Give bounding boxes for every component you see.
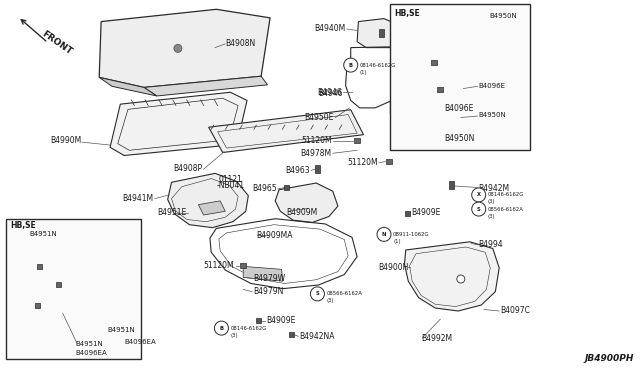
Text: B4965: B4965 bbox=[252, 185, 276, 193]
Text: 51120M: 51120M bbox=[301, 136, 332, 145]
Text: B4941M: B4941M bbox=[122, 194, 154, 203]
Circle shape bbox=[174, 44, 182, 52]
Polygon shape bbox=[144, 76, 268, 96]
Text: B4951N: B4951N bbox=[29, 231, 57, 237]
Text: B4951N: B4951N bbox=[108, 327, 135, 333]
Bar bbox=[437, 87, 444, 92]
Text: FRONT: FRONT bbox=[40, 29, 73, 57]
Polygon shape bbox=[209, 110, 364, 153]
Polygon shape bbox=[275, 183, 338, 222]
Text: B4909E: B4909E bbox=[266, 316, 296, 325]
Circle shape bbox=[377, 227, 391, 241]
Text: 08146-6162G: 08146-6162G bbox=[360, 62, 396, 68]
Text: B4950E: B4950E bbox=[305, 113, 334, 122]
Bar bbox=[431, 60, 437, 65]
Text: 51120M: 51120M bbox=[204, 261, 234, 270]
Circle shape bbox=[214, 321, 228, 335]
Text: HB,SE: HB,SE bbox=[10, 221, 36, 230]
Bar bbox=[56, 282, 61, 288]
Text: JB4900PH: JB4900PH bbox=[584, 354, 634, 363]
Bar bbox=[404, 211, 410, 216]
Text: B4946: B4946 bbox=[317, 88, 342, 97]
Text: B4900H: B4900H bbox=[378, 263, 408, 272]
Text: 08146-6162G: 08146-6162G bbox=[488, 192, 524, 198]
Polygon shape bbox=[404, 242, 499, 311]
Polygon shape bbox=[243, 266, 283, 281]
Circle shape bbox=[310, 287, 324, 301]
Polygon shape bbox=[99, 9, 270, 87]
Text: 08566-6162A: 08566-6162A bbox=[326, 291, 362, 296]
Text: 01121: 01121 bbox=[218, 175, 243, 184]
Text: B4096EA: B4096EA bbox=[76, 350, 108, 356]
Bar bbox=[315, 165, 320, 173]
Text: 08566-6162A: 08566-6162A bbox=[488, 206, 524, 212]
Text: B4992M: B4992M bbox=[421, 334, 452, 343]
Text: B4951N: B4951N bbox=[76, 341, 103, 347]
Text: B4096E: B4096E bbox=[444, 104, 474, 113]
Text: B4942M: B4942M bbox=[479, 184, 510, 193]
Bar bbox=[449, 181, 454, 189]
Text: S: S bbox=[477, 206, 481, 212]
Text: B4097C: B4097C bbox=[500, 307, 531, 315]
Polygon shape bbox=[357, 19, 402, 48]
Bar bbox=[386, 159, 392, 164]
Text: -NB041: -NB041 bbox=[216, 182, 244, 190]
Text: (1): (1) bbox=[360, 70, 367, 75]
Text: (1): (1) bbox=[393, 239, 401, 244]
Text: S: S bbox=[316, 291, 319, 296]
Polygon shape bbox=[99, 77, 157, 96]
Polygon shape bbox=[198, 201, 225, 215]
Circle shape bbox=[457, 275, 465, 283]
Circle shape bbox=[344, 58, 358, 72]
Text: B4909M: B4909M bbox=[287, 208, 318, 217]
Polygon shape bbox=[37, 286, 73, 301]
Bar bbox=[354, 138, 360, 143]
Text: B4990M: B4990M bbox=[51, 136, 82, 145]
Text: HB,SE: HB,SE bbox=[394, 9, 420, 18]
Text: X: X bbox=[477, 192, 481, 198]
Text: (3): (3) bbox=[230, 333, 238, 338]
Text: B4942NA: B4942NA bbox=[300, 332, 335, 341]
Bar bbox=[35, 302, 40, 308]
Text: B4909MA: B4909MA bbox=[256, 231, 292, 240]
Text: B4946: B4946 bbox=[319, 89, 343, 98]
Text: B4950N: B4950N bbox=[490, 13, 517, 19]
Text: B4963: B4963 bbox=[285, 166, 310, 175]
Text: B: B bbox=[220, 326, 223, 331]
Bar bbox=[240, 263, 246, 268]
Text: B4950N: B4950N bbox=[479, 112, 506, 118]
Bar bbox=[284, 185, 289, 190]
Text: B4951E: B4951E bbox=[157, 208, 187, 217]
Bar bbox=[390, 4, 530, 150]
Bar bbox=[37, 264, 42, 269]
Text: (3): (3) bbox=[488, 199, 495, 205]
Text: B4940M: B4940M bbox=[314, 24, 346, 33]
Bar bbox=[379, 29, 384, 37]
Text: B4994: B4994 bbox=[479, 240, 503, 249]
Text: N: N bbox=[381, 232, 387, 237]
Text: 0B911-1062G: 0B911-1062G bbox=[393, 232, 429, 237]
Text: 08146-6162G: 08146-6162G bbox=[230, 326, 267, 331]
Text: 51120M: 51120M bbox=[347, 158, 378, 167]
Text: B4908P: B4908P bbox=[173, 164, 202, 173]
Text: (3): (3) bbox=[488, 214, 495, 219]
Circle shape bbox=[472, 188, 486, 202]
Text: B4096EA: B4096EA bbox=[125, 339, 157, 345]
Circle shape bbox=[472, 202, 486, 216]
Polygon shape bbox=[168, 173, 248, 228]
Text: B4979W: B4979W bbox=[253, 274, 285, 283]
Text: B4978M: B4978M bbox=[300, 149, 332, 158]
Text: B4096E: B4096E bbox=[479, 83, 506, 89]
Bar bbox=[256, 318, 261, 323]
Polygon shape bbox=[110, 92, 247, 155]
Bar bbox=[6, 219, 141, 359]
Text: B4908N: B4908N bbox=[225, 39, 255, 48]
Bar bbox=[289, 332, 294, 337]
Text: B4950N: B4950N bbox=[444, 134, 474, 143]
Text: B4909E: B4909E bbox=[411, 208, 440, 217]
Text: B: B bbox=[349, 62, 353, 68]
Text: B4979N: B4979N bbox=[253, 287, 284, 296]
Text: (3): (3) bbox=[326, 298, 334, 304]
